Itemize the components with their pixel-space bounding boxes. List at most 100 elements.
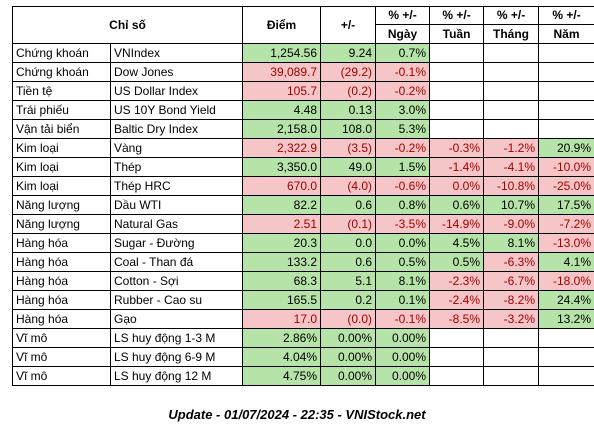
pct-year-cell: 20.9% — [538, 138, 594, 158]
pct-week-cell: 0.0% — [429, 176, 485, 196]
header-pct-month-top: % +/- — [483, 6, 540, 25]
pct-day-cell: 0.8% — [375, 195, 431, 215]
pct-day-cell: -0.2% — [375, 138, 431, 158]
points-cell: 1,254.56 — [242, 43, 322, 63]
change-cell: 108.0 — [320, 119, 377, 139]
pct-week-cell — [429, 119, 485, 139]
pct-week-cell: -14.9% — [429, 214, 485, 234]
update-footer: Update - 01/07/2024 - 22:35 - VNIStock.n… — [168, 407, 426, 422]
category-cell: Chứng khoán — [12, 43, 111, 63]
pct-month-cell — [483, 119, 540, 139]
pct-year-cell — [538, 62, 594, 82]
category-cell: Năng lượng — [12, 214, 111, 234]
pct-month-cell: -8.2% — [483, 290, 540, 310]
pct-year-cell — [538, 100, 594, 120]
instrument-name-cell: Baltic Dry Index — [109, 119, 244, 139]
table-body: Chứng khoán VNIndex 1,254.56 9.24 0.7% Chứng … — [12, 43, 594, 386]
category-cell: Hàng hóa — [12, 290, 111, 310]
points-cell: 68.3 — [242, 271, 322, 291]
points-cell: 20.3 — [242, 233, 322, 253]
pct-month-cell: -9.0% — [483, 214, 540, 234]
pct-month-cell: -3.2% — [483, 309, 540, 329]
pct-day-cell: 0.00% — [375, 347, 431, 367]
pct-day-cell: 8.1% — [375, 271, 431, 291]
table-row: Kim loại Thép HRC 670.0 (4.0) -0.6% 0.0% -10.8… — [12, 176, 594, 196]
change-cell: 49.0 — [320, 157, 377, 177]
category-cell: Năng lượng — [12, 195, 111, 215]
pct-day-cell: -3.5% — [375, 214, 431, 234]
table-row: Hàng hóa Coal - Than đá 133.2 0.6 0.5% 0.5% -6… — [12, 252, 594, 272]
instrument-name-cell: US Dollar Index — [109, 81, 244, 101]
pct-month-cell: -1.2% — [483, 138, 540, 158]
pct-year-cell — [538, 347, 594, 367]
pct-year-cell: 13.2% — [538, 309, 594, 329]
category-cell: Vĩ mô — [12, 347, 111, 367]
pct-week-cell — [429, 62, 485, 82]
table-row: Vĩ mô LS huy động 6-9 M 4.04% 0.00% 0.00% — [12, 347, 594, 367]
table-row: Vĩ mô LS huy động 1-3 M 2.86% 0.00% 0.00% — [12, 328, 594, 348]
points-cell: 3,350.0 — [242, 157, 322, 177]
header-pct-year-top: % +/- — [538, 6, 594, 25]
instrument-name-cell: Cotton - Sợi — [109, 271, 244, 291]
pct-week-cell — [429, 328, 485, 348]
pct-week-cell — [429, 100, 485, 120]
pct-week-cell: 4.5% — [429, 233, 485, 253]
pct-day-cell: 0.0% — [375, 233, 431, 253]
table-row: Vĩ mô LS huy động 12 M 4.75% 0.00% 0.00% — [12, 366, 594, 386]
pct-week-cell — [429, 81, 485, 101]
pct-year-cell: -25.0% — [538, 176, 594, 196]
pct-month-cell: -4.1% — [483, 157, 540, 177]
table-row: Tiền tệ US Dollar Index 105.7 (0.2) -0.2% — [12, 81, 594, 101]
pct-week-cell — [429, 43, 485, 63]
instrument-name-cell: VNIndex — [109, 43, 244, 63]
table-row: Kim loại Thép 3,350.0 49.0 1.5% -1.4% -4.1% -10… — [12, 157, 594, 177]
pct-day-cell: 0.5% — [375, 252, 431, 272]
instrument-name-cell: Coal - Than đá — [109, 252, 244, 272]
table-row: Vận tải biển Baltic Dry Index 2,158.0 108.0… — [12, 119, 594, 139]
instrument-name-cell: Sugar - Đường — [109, 233, 244, 253]
pct-year-cell — [538, 119, 594, 139]
pct-week-cell: -1.4% — [429, 157, 485, 177]
instrument-name-cell: Gạo — [109, 309, 244, 329]
header-pct-week: Tuần — [429, 24, 485, 44]
points-cell: 39,089.7 — [242, 62, 322, 82]
change-cell: 0.2 — [320, 290, 377, 310]
pct-week-cell: -2.3% — [429, 271, 485, 291]
category-cell: Hàng hóa — [12, 271, 111, 291]
points-cell: 2,158.0 — [242, 119, 322, 139]
points-cell: 165.5 — [242, 290, 322, 310]
points-cell: 105.7 — [242, 81, 322, 101]
instrument-name-cell: Rubber - Cao su — [109, 290, 244, 310]
change-cell: 0.0 — [320, 233, 377, 253]
change-cell: 0.00% — [320, 328, 377, 348]
change-cell: 0.6 — [320, 195, 377, 215]
change-cell: 0.00% — [320, 347, 377, 367]
pct-year-cell: 17.5% — [538, 195, 594, 215]
instrument-name-cell: Dow Jones — [109, 62, 244, 82]
points-cell: 670.0 — [242, 176, 322, 196]
instrument-name-cell: LS huy động 6-9 M — [109, 347, 244, 367]
pct-week-cell: 0.6% — [429, 195, 485, 215]
header-pct-month: Tháng — [483, 24, 540, 44]
pct-day-cell: -0.1% — [375, 62, 431, 82]
pct-week-cell: 0.5% — [429, 252, 485, 272]
header-category: Chỉ số — [11, 6, 244, 44]
pct-year-cell: -10.0% — [538, 157, 594, 177]
instrument-name-cell: LS huy động 1-3 M — [109, 328, 244, 348]
pct-day-cell: 0.1% — [375, 290, 431, 310]
pct-week-cell: -0.3% — [429, 138, 485, 158]
pct-year-cell: -13.0% — [538, 233, 594, 253]
pct-month-cell — [483, 100, 540, 120]
header-row: Chỉ số Điểm +/- % +/- % +/- % +/- % +/- — [11, 6, 594, 44]
pct-week-cell: -8.5% — [429, 309, 485, 329]
category-cell: Chứng khoán — [12, 62, 111, 82]
category-cell: Hàng hóa — [12, 309, 111, 329]
points-cell: 4.48 — [242, 100, 322, 120]
pct-day-cell: 0.00% — [375, 328, 431, 348]
points-cell: 82.2 — [242, 195, 322, 215]
change-cell: 0.6 — [320, 252, 377, 272]
header-pct-day: Ngày — [375, 24, 431, 44]
pct-month-cell — [483, 328, 540, 348]
category-cell: Vĩ mô — [12, 366, 111, 386]
pct-month-cell — [483, 347, 540, 367]
